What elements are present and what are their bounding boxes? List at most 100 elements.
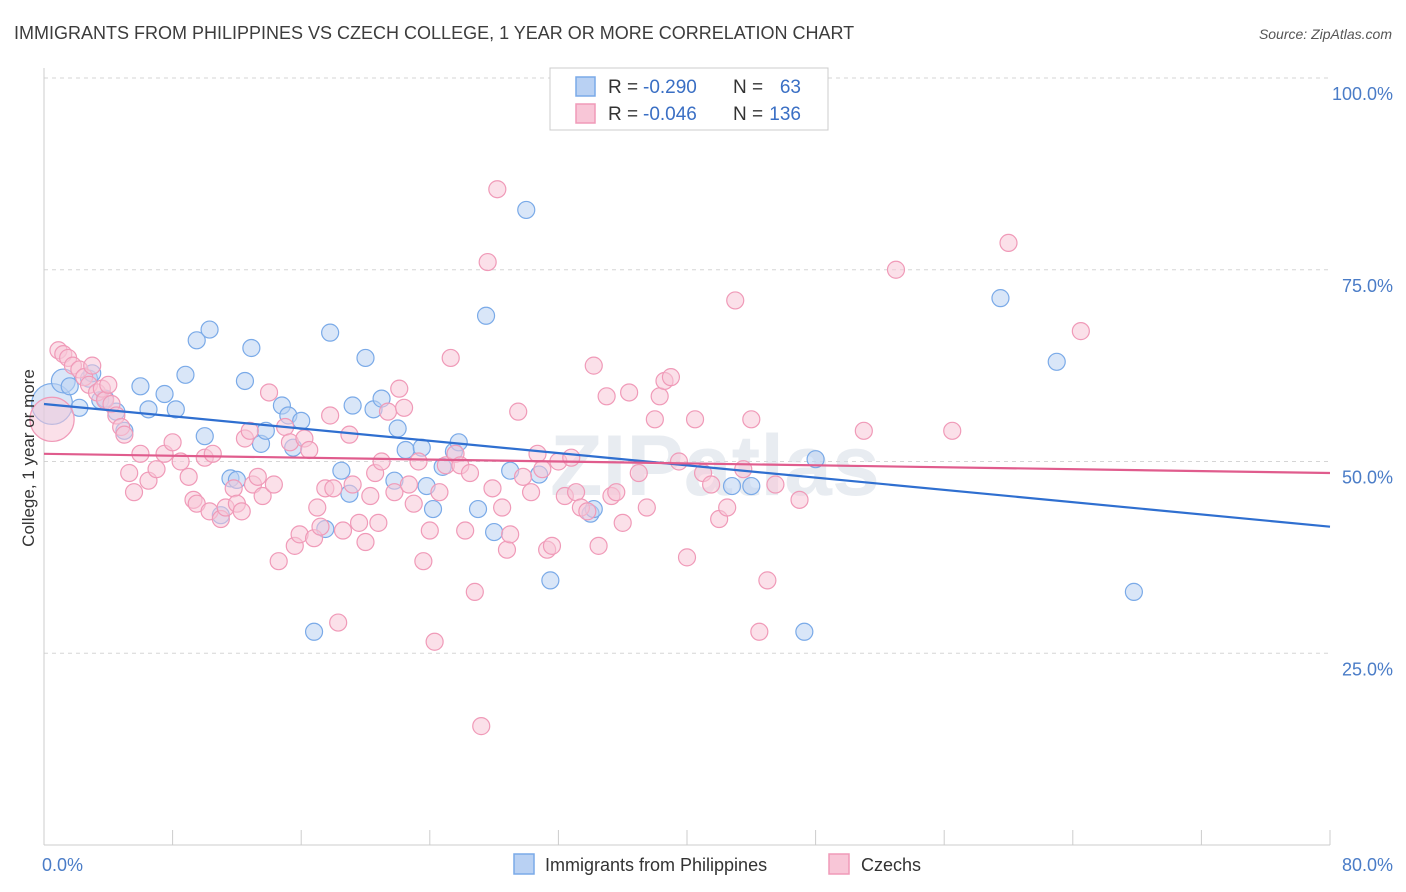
- point-czechs-121: [702, 475, 721, 494]
- point-philippines-17: [200, 320, 219, 339]
- legend-n-value-2: 136: [769, 104, 801, 125]
- point-czechs-30: [203, 444, 222, 463]
- point-philippines-61: [1047, 352, 1066, 371]
- legend-r-value-1: -0.290: [643, 77, 697, 98]
- correlation-legend: R = -0.290 N = 63 R = -0.046 N = 136: [549, 67, 829, 131]
- point-philippines-56: [722, 476, 742, 496]
- legend-r-label-1: R =: [608, 77, 638, 98]
- point-philippines-21: [235, 371, 255, 391]
- point-czechs-39: [248, 467, 267, 486]
- point-czechs-35: [232, 502, 251, 521]
- grid: [44, 77, 1330, 654]
- point-czechs-57: [333, 521, 353, 540]
- point-czechs-66: [378, 402, 398, 421]
- point-czechs-64: [369, 513, 388, 532]
- y-tick-labels: 25.0% 50.0% 75.0% 100.0%: [1332, 84, 1393, 679]
- point-philippines-48: [476, 306, 496, 325]
- point-philippines-10: [131, 377, 150, 396]
- y-axis-label: College, 1 year or more: [19, 369, 38, 547]
- point-czechs-73: [414, 552, 433, 571]
- point-philippines-47: [468, 499, 488, 519]
- point-czechs-78: [441, 348, 460, 368]
- point-czechs-60: [349, 513, 369, 532]
- point-czechs-84: [472, 717, 491, 736]
- point-philippines-16: [195, 427, 214, 446]
- point-czechs-101: [566, 483, 586, 502]
- point-czechs-103: [578, 502, 597, 521]
- point-czechs-85: [478, 252, 497, 272]
- point-czechs-75: [425, 632, 444, 651]
- chart-title: IMMIGRANTS FROM PHILIPPINES VS CZECH COL…: [14, 23, 854, 43]
- point-czechs-123: [718, 498, 737, 517]
- point-czechs-52: [311, 517, 330, 536]
- point-czechs-72: [409, 452, 428, 471]
- point-philippines-35: [356, 348, 375, 368]
- point-czechs-43: [269, 552, 288, 571]
- point-czechs-106: [597, 387, 616, 406]
- point-czechs-86: [483, 479, 502, 498]
- point-czechs-113: [645, 410, 664, 429]
- point-czechs-109: [613, 513, 632, 532]
- point-czechs-114: [650, 387, 669, 406]
- point-czechs-128: [758, 571, 777, 590]
- point-czechs-33: [224, 479, 243, 498]
- point-czechs-82: [460, 463, 480, 483]
- point-czechs-16: [115, 425, 134, 444]
- point-czechs-90: [501, 525, 520, 544]
- bottom-legend-swatch-philippines: [513, 853, 535, 875]
- point-philippines-51: [517, 200, 536, 220]
- point-czechs-59: [343, 475, 362, 494]
- chart-source: Source: ZipAtlas.com: [1259, 26, 1392, 42]
- series-czechs-points: [29, 180, 1090, 736]
- point-czechs-25: [179, 467, 198, 486]
- bottom-legend-label-philippines: Immigrants from Philippines: [545, 855, 767, 875]
- point-czechs-94: [528, 444, 547, 463]
- point-czechs-97: [542, 536, 562, 555]
- point-czechs-95: [533, 460, 552, 479]
- point-czechs-70: [399, 475, 419, 494]
- point-czechs-74: [420, 521, 439, 540]
- axes: [43, 68, 1331, 846]
- point-czechs-119: [685, 410, 705, 429]
- point-czechs-112: [637, 498, 656, 517]
- point-philippines-39: [388, 419, 407, 438]
- point-czechs-23: [163, 433, 182, 452]
- point-czechs-89: [497, 540, 517, 559]
- point-czechs-110: [620, 383, 639, 402]
- point-czechs-62: [361, 486, 380, 506]
- series-legend: Immigrants from Philippines Czechs: [513, 853, 921, 875]
- point-czechs-111: [629, 463, 648, 483]
- x-tick-label-0: 0.0%: [42, 855, 83, 875]
- point-czechs-133: [943, 421, 962, 440]
- legend-r-value-2: -0.046: [643, 104, 697, 125]
- point-czechs-54: [321, 406, 340, 425]
- point-czechs-69: [394, 398, 414, 417]
- point-czechs-93: [521, 483, 541, 502]
- point-czechs-126: [742, 410, 761, 429]
- point-czechs-124: [726, 291, 745, 310]
- point-czechs-56: [329, 613, 348, 632]
- point-philippines-59: [806, 450, 825, 469]
- point-czechs-42: [264, 475, 283, 494]
- legend-swatch-czechs: [575, 103, 596, 124]
- point-philippines-14: [176, 365, 195, 384]
- legend-n-value-1: 63: [780, 77, 801, 98]
- point-czechs-71: [404, 494, 423, 513]
- point-czechs-92: [513, 467, 533, 486]
- point-czechs-88: [493, 498, 512, 517]
- legend-r-label-2: R =: [608, 104, 638, 125]
- bottom-legend-label-czechs: Czechs: [861, 855, 921, 875]
- point-philippines-2: [60, 377, 79, 396]
- point-czechs-51: [308, 498, 327, 517]
- point-czechs-0: [29, 396, 75, 443]
- point-czechs-24: [171, 452, 190, 471]
- y-tick-label-3: 100.0%: [1332, 84, 1393, 104]
- point-czechs-8: [83, 356, 102, 375]
- point-czechs-117: [669, 452, 689, 471]
- y-tick-label-0: 25.0%: [1342, 659, 1393, 679]
- point-philippines-43: [423, 499, 443, 519]
- point-philippines-58: [795, 622, 814, 641]
- point-czechs-105: [589, 536, 608, 555]
- point-czechs-116: [661, 368, 681, 387]
- point-czechs-68: [390, 379, 409, 398]
